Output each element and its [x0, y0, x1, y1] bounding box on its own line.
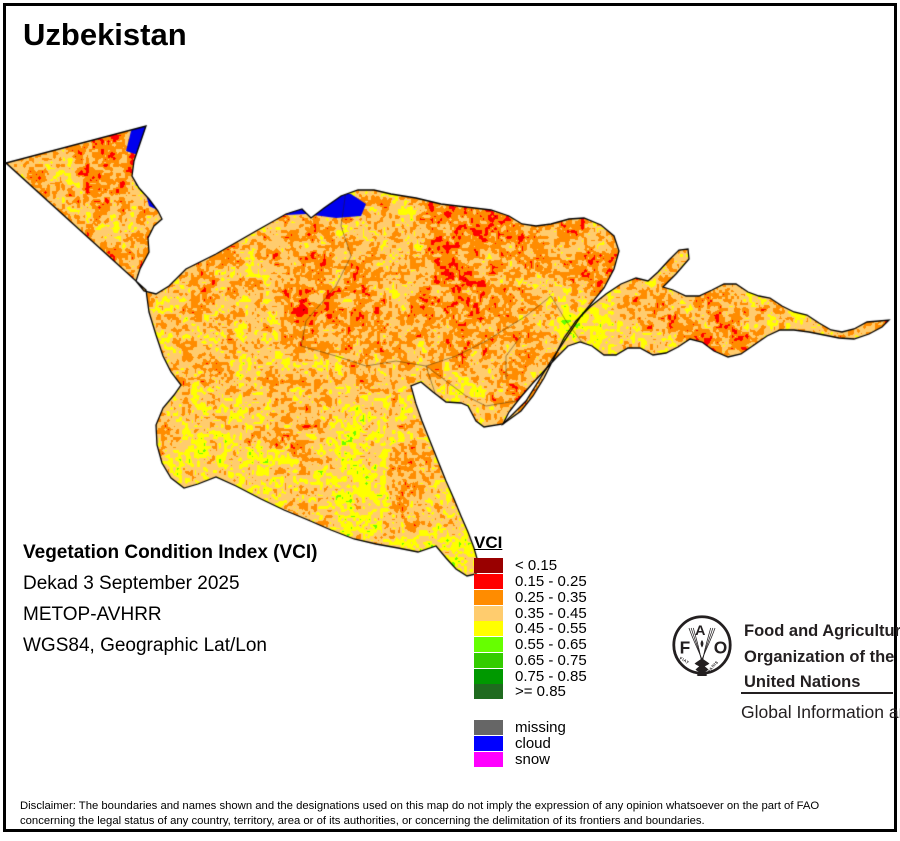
svg-text:A: A — [695, 623, 705, 639]
svg-text:O: O — [714, 638, 728, 658]
svg-text:F: F — [680, 638, 691, 658]
